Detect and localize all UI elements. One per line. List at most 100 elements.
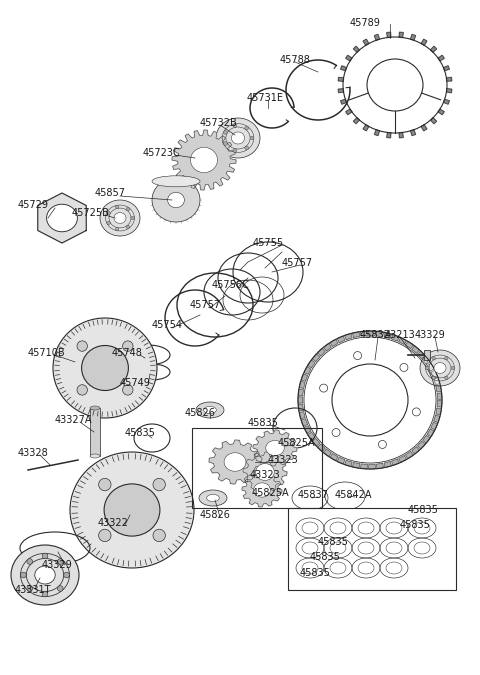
Ellipse shape (126, 207, 130, 211)
Polygon shape (431, 47, 437, 52)
Ellipse shape (253, 483, 270, 497)
Text: 45835: 45835 (318, 537, 349, 547)
Text: 45835: 45835 (300, 568, 331, 578)
Polygon shape (298, 404, 303, 411)
Polygon shape (338, 89, 344, 92)
Polygon shape (444, 99, 449, 104)
Ellipse shape (114, 213, 126, 223)
Ellipse shape (153, 529, 166, 541)
Ellipse shape (21, 572, 26, 578)
Text: 45842A: 45842A (335, 490, 372, 500)
Text: 43329: 43329 (415, 330, 446, 340)
Ellipse shape (100, 200, 140, 236)
Polygon shape (345, 333, 352, 340)
Ellipse shape (444, 356, 448, 360)
Polygon shape (374, 130, 380, 136)
Text: 45835: 45835 (248, 418, 279, 428)
Text: 45732B: 45732B (200, 118, 238, 128)
Polygon shape (431, 117, 437, 124)
Polygon shape (38, 193, 86, 243)
Bar (288, 508, 456, 590)
Polygon shape (406, 342, 413, 348)
Ellipse shape (233, 124, 237, 128)
Ellipse shape (320, 384, 328, 392)
Polygon shape (243, 452, 287, 492)
Text: 45835: 45835 (125, 428, 156, 438)
Ellipse shape (332, 429, 340, 437)
Ellipse shape (224, 142, 228, 145)
Polygon shape (369, 464, 375, 469)
Ellipse shape (378, 440, 386, 448)
Text: 45749: 45749 (120, 378, 151, 388)
Ellipse shape (451, 367, 455, 370)
Polygon shape (317, 348, 325, 356)
Polygon shape (412, 447, 420, 454)
Ellipse shape (116, 227, 119, 231)
Ellipse shape (250, 136, 254, 140)
Ellipse shape (432, 356, 435, 360)
Text: 43322: 43322 (98, 518, 129, 528)
Polygon shape (436, 408, 442, 415)
Polygon shape (444, 66, 449, 71)
Ellipse shape (153, 479, 166, 491)
Polygon shape (352, 332, 360, 338)
Text: 45723C: 45723C (143, 148, 181, 158)
Polygon shape (363, 125, 369, 131)
Polygon shape (360, 331, 367, 336)
Polygon shape (399, 456, 407, 462)
Ellipse shape (224, 453, 246, 471)
Text: 45754: 45754 (152, 320, 183, 330)
Polygon shape (427, 429, 434, 437)
Polygon shape (253, 430, 297, 466)
Ellipse shape (98, 529, 111, 541)
Polygon shape (341, 66, 347, 71)
Text: 43323: 43323 (250, 470, 281, 480)
Polygon shape (431, 423, 438, 430)
Polygon shape (304, 367, 311, 374)
Polygon shape (298, 397, 302, 403)
Text: 45857: 45857 (95, 188, 126, 198)
Ellipse shape (58, 559, 63, 564)
Ellipse shape (152, 178, 200, 222)
Ellipse shape (168, 192, 184, 208)
Ellipse shape (42, 591, 48, 597)
Polygon shape (421, 125, 427, 131)
Bar (424, 350, 430, 360)
Ellipse shape (47, 205, 77, 232)
Ellipse shape (204, 406, 216, 414)
Ellipse shape (122, 385, 133, 395)
Ellipse shape (233, 148, 237, 153)
Polygon shape (384, 462, 392, 468)
Ellipse shape (122, 341, 133, 351)
Ellipse shape (412, 408, 420, 416)
Ellipse shape (400, 363, 408, 371)
Ellipse shape (116, 205, 119, 209)
Ellipse shape (11, 545, 79, 605)
Ellipse shape (27, 586, 33, 591)
Text: 45756C: 45756C (212, 280, 250, 290)
Text: 45835: 45835 (400, 520, 431, 530)
Polygon shape (436, 385, 442, 392)
Text: 45748: 45748 (112, 348, 143, 358)
Polygon shape (392, 335, 399, 341)
Bar (90, 408, 100, 456)
Ellipse shape (191, 147, 217, 173)
Polygon shape (399, 132, 403, 138)
Ellipse shape (256, 464, 274, 481)
Text: 45757: 45757 (190, 300, 221, 310)
Polygon shape (330, 454, 338, 460)
Polygon shape (446, 89, 452, 92)
Polygon shape (341, 99, 347, 104)
Polygon shape (434, 377, 440, 385)
Ellipse shape (432, 376, 435, 379)
Ellipse shape (444, 376, 448, 379)
Text: 45825A: 45825A (252, 488, 289, 498)
Text: 45729: 45729 (18, 200, 49, 210)
Polygon shape (423, 435, 430, 443)
Ellipse shape (53, 318, 157, 418)
Polygon shape (406, 452, 413, 459)
Polygon shape (324, 344, 331, 351)
Ellipse shape (266, 441, 284, 456)
Ellipse shape (224, 130, 228, 134)
Text: 43331T: 43331T (15, 585, 51, 595)
